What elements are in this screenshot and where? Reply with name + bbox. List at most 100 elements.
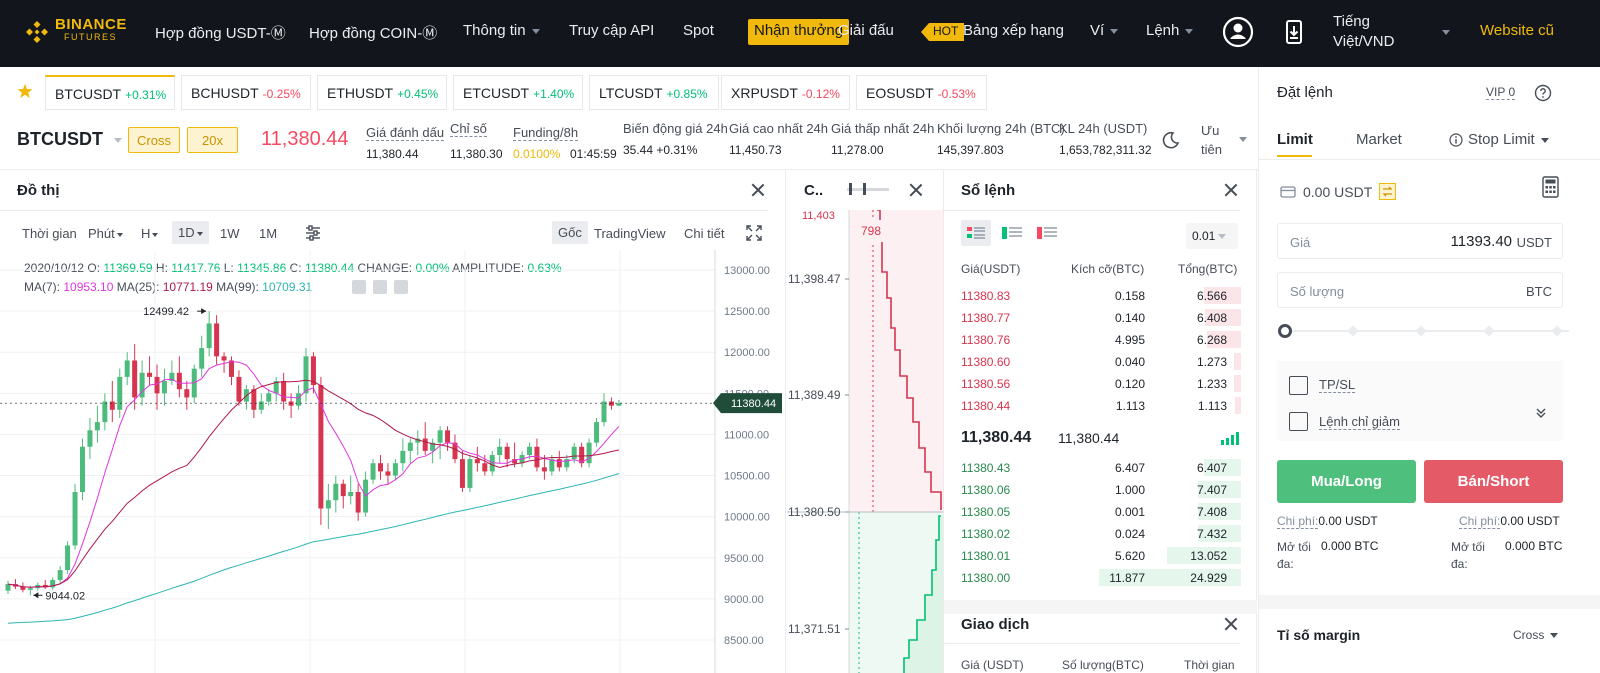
ask-row[interactable]: 11380.56 0.120 1.233 [944,373,1257,395]
depth-zoom-handle-right[interactable] [863,183,866,195]
slider-tick-50[interactable] [1415,325,1427,337]
price-field[interactable]: Giá 11393.40 USDT [1277,223,1563,259]
slider-tick-25[interactable] [1347,325,1359,337]
toolbar-hour[interactable]: H [141,226,159,241]
transfer-icon[interactable] [1379,183,1396,200]
ask-size: 0.040 [1114,355,1145,369]
remove-indicator-icon[interactable] [394,280,408,294]
ticker-tab-ethusdt[interactable]: ETHUSDT +0.45% [317,75,447,110]
sell-short-button[interactable]: Bán/Short [1424,460,1563,503]
toolbar-1m[interactable]: 1M [259,226,278,241]
ask-row[interactable]: 11380.60 0.040 1.273 [944,351,1257,373]
depth-zoom-slider[interactable] [847,188,889,191]
bid-row[interactable]: 11380.00 11.877 24.929 [944,567,1257,589]
old-website-link[interactable]: Website cũ [1480,22,1554,39]
tpsl-checkbox[interactable] [1289,376,1308,395]
toolbar-1w[interactable]: 1W [220,226,240,241]
vip-level[interactable]: VIP 0 [1486,85,1516,100]
sell-fee-label[interactable]: Chi phí: [1459,514,1501,529]
close-icon[interactable] [1224,617,1238,631]
tab-market[interactable]: Market [1356,131,1402,148]
info-icon[interactable] [1449,133,1463,147]
close-icon[interactable] [909,183,923,197]
toolbar-1d[interactable]: 1D [172,221,209,244]
quantity-slider-handle[interactable] [1278,324,1292,338]
nav-api-access[interactable]: Truy cập API [569,22,655,39]
settings-icon[interactable] [373,280,387,294]
chevron-down-icon [1110,28,1119,34]
nav-tournament[interactable]: Giải đấu [838,22,894,39]
nav-spot[interactable]: Spot [683,22,714,39]
language-selector[interactable]: Tiếng Việt/VND [1333,12,1394,52]
star-favorite-icon[interactable] [17,83,33,99]
toolbar-detail[interactable]: Chi tiết [684,226,725,241]
ask-row[interactable]: 11380.76 4.995 6.268 [944,329,1257,351]
chevron-down-icon [1540,137,1549,143]
bid-row[interactable]: 11380.43 6.407 6.407 [944,457,1257,479]
user-account-icon[interactable] [1222,16,1254,48]
toolbar-minute[interactable]: Phút [88,226,123,241]
priority-selector[interactable]: Ưu tiên [1201,121,1222,159]
nav-coin-contracts[interactable]: Hợp đồng COIN-Ⓜ [309,25,438,42]
nav-usdt-contracts[interactable]: Hợp đồng USDT-Ⓜ [155,25,286,42]
bid-row[interactable]: 11380.02 0.024 7.432 [944,523,1257,545]
tab-limit[interactable]: Limit [1277,131,1313,148]
buy-long-button[interactable]: Mua/Long [1277,460,1416,503]
active-tab-indicator [1277,155,1312,157]
ask-row[interactable]: 11380.77 0.140 6.408 [944,307,1257,329]
depth-chart[interactable]: 11,398.47 11,389.49 11,380.50 11,371.51 11,4… [787,210,944,673]
toolbar-original[interactable]: Gốc [552,221,588,244]
ask-row[interactable]: 11380.83 0.158 6.566 [944,285,1257,307]
candle-body [303,356,309,394]
slider-tick-75[interactable] [1483,325,1495,337]
index-price-label[interactable]: Chỉ số [450,121,487,137]
precision-selector[interactable]: 0.01 [1186,223,1238,249]
margin-mode-button[interactable]: Cross [128,127,180,153]
toolbar-time[interactable]: Thời gian [22,226,77,241]
symbol-selector[interactable]: BTCUSDT [17,129,123,150]
quantity-slider-track[interactable] [1285,330,1569,332]
nav-leaderboard[interactable]: Bảng xếp hạng [963,22,1064,39]
ticker-tab-bchusdt[interactable]: BCHUSDT -0.25% [181,75,311,110]
close-icon[interactable] [1224,183,1238,197]
toolbar-tradingview[interactable]: TradingView [594,226,666,241]
quantity-field[interactable]: Số lượng BTC [1277,272,1563,308]
nav-info[interactable]: Thông tin [463,22,540,39]
bid-row[interactable]: 11380.05 0.001 7.408 [944,501,1257,523]
nav-wallet[interactable]: Ví [1090,22,1119,39]
bid-row[interactable]: 11380.01 5.620 13.052 [944,545,1257,567]
reduce-only-label[interactable]: Lệnh chỉ giảm [1319,414,1400,430]
reduce-only-checkbox[interactable] [1289,412,1308,431]
candlestick-chart[interactable]: 13000.0012500.0012000.0011500.0011000.00… [0,250,786,673]
ticker-tab-eosusdt[interactable]: EOSUSDT -0.53% [856,75,987,110]
book-bids-icon[interactable] [1001,225,1023,241]
nav-reward-button[interactable]: Nhận thưởng [748,19,850,45]
fullscreen-icon[interactable] [746,225,762,241]
download-app-icon[interactable] [1285,20,1303,44]
mark-price-label[interactable]: Giá đánh dấu [366,125,445,141]
ticker-tab-etcusdt[interactable]: ETCUSDT +1.40% [453,75,583,110]
calculator-icon[interactable] [1542,176,1559,198]
tpsl-label[interactable]: TP/SL [1319,377,1356,393]
ticker-tab-btcusdt[interactable]: BTCUSDT +0.31% [45,75,175,110]
double-chevron-down-icon[interactable] [1535,407,1547,419]
depth-zoom-handle-left[interactable] [849,183,852,195]
tab-stop-limit[interactable]: Stop Limit [1468,131,1549,148]
bid-row[interactable]: 11380.06 1.000 7.407 [944,479,1257,501]
buy-fee-label[interactable]: Chi phí: [1277,514,1319,529]
help-icon[interactable] [1534,84,1552,102]
margin-ratio-mode[interactable]: Cross [1513,628,1559,642]
eye-visibility-icon[interactable] [352,280,366,294]
funding-label[interactable]: Funding/8h [513,125,579,141]
dark-mode-moon-icon[interactable] [1162,131,1180,149]
book-asks-icon[interactable] [1036,225,1058,241]
ticker-tab-xrpusdt[interactable]: XRPUSDT -0.12% [721,75,850,110]
close-icon[interactable] [751,183,765,197]
ask-row[interactable]: 11380.44 1.113 1.113 [944,395,1257,417]
indicator-settings-icon[interactable] [305,225,321,241]
nav-orders[interactable]: Lệnh [1146,22,1194,39]
ticker-tab-ltcusdt[interactable]: LTCUSDT +0.85% [589,75,719,110]
leverage-button[interactable]: 20x [187,127,238,153]
slider-tick-100[interactable] [1551,325,1563,337]
view-both-button[interactable] [961,220,991,246]
